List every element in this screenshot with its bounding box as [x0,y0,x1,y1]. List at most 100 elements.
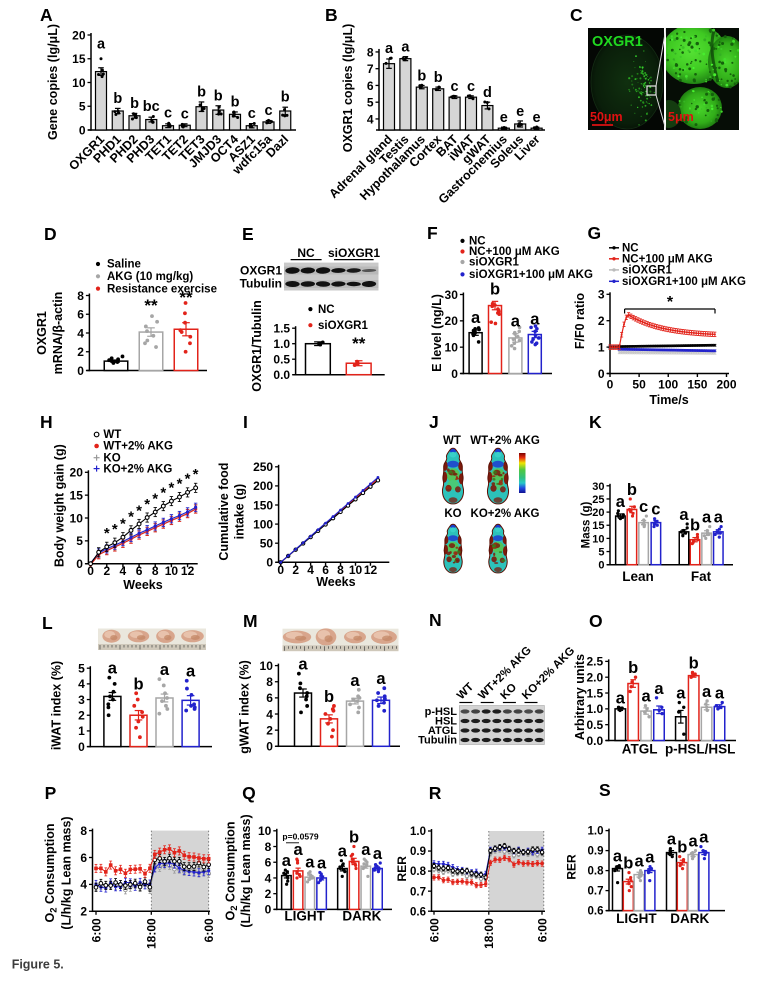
svg-text:a: a [702,509,712,527]
svg-text:*: * [120,516,126,533]
svg-text:b: b [130,96,139,112]
svg-text:Resistance exercise: Resistance exercise [107,283,217,295]
svg-text:b: b [417,68,426,84]
svg-text:15: 15 [70,489,84,503]
svg-text:HSL: HSL [435,716,457,728]
svg-text:a: a [616,493,626,511]
svg-text:18:00: 18:00 [482,918,496,949]
svg-text:3: 3 [78,693,85,707]
svg-text:6: 6 [265,856,272,870]
svg-text:0: 0 [79,123,86,137]
svg-text:B: B [325,5,338,25]
svg-text:1: 1 [598,340,605,354]
svg-text:0: 0 [77,364,84,378]
svg-text:a: a [376,670,386,688]
svg-text:RER: RER [395,856,409,882]
svg-text:100: 100 [658,378,678,392]
svg-text:RER: RER [565,854,579,880]
svg-text:a: a [676,685,686,703]
svg-text:*: * [160,484,166,501]
svg-text:(L/h/kg Lean mass): (L/h/kg Lean mass) [60,816,74,929]
svg-text:0: 0 [607,378,614,392]
svg-text:a: a [282,852,292,870]
svg-text:2: 2 [265,887,272,901]
svg-text:0.5: 0.5 [587,718,604,732]
svg-text:a: a [361,841,371,859]
svg-text:0.7: 0.7 [410,886,426,898]
svg-text:OXGR1 copies (lg/μL): OXGR1 copies (lg/μL) [341,24,355,153]
svg-text:b: b [197,85,206,101]
svg-text:e: e [533,110,541,126]
svg-text:R: R [429,783,442,803]
svg-text:b: b [214,88,223,104]
svg-text:5μm: 5μm [668,110,694,124]
svg-text:b: b [628,659,638,677]
svg-text:2: 2 [78,709,85,723]
svg-text:12: 12 [364,563,378,577]
svg-text:c: c [164,106,172,122]
svg-text:AKG (10 mg/kg): AKG (10 mg/kg) [107,271,193,283]
svg-text:b: b [281,90,290,106]
svg-text:NC+100 μM AKG: NC+100 μM AKG [622,254,713,266]
svg-text:0.0: 0.0 [587,734,604,748]
svg-text:0.8: 0.8 [410,866,427,878]
svg-text:OXGR1: OXGR1 [592,34,643,50]
svg-text:20: 20 [445,314,459,328]
svg-text:a: a [635,853,645,871]
svg-text:a: a [654,680,664,698]
svg-text:2: 2 [266,724,273,738]
svg-text:25: 25 [592,494,604,506]
svg-text:2: 2 [103,564,110,578]
svg-text:WT: WT [443,435,461,447]
svg-text:WT+2% AKG: WT+2% AKG [470,435,540,447]
svg-text:4: 4 [307,563,314,577]
svg-text:ATGL: ATGL [428,725,457,737]
svg-text:6: 6 [266,691,273,705]
svg-text:0: 0 [598,367,605,381]
svg-text:150: 150 [687,378,707,392]
svg-text:NC+100 μM AKG: NC+100 μM AKG [469,246,560,258]
svg-text:200: 200 [716,378,736,392]
svg-text:10: 10 [445,341,459,355]
svg-text:KO: KO [444,508,461,520]
svg-text:Tubulin: Tubulin [240,277,282,291]
svg-text:10: 10 [70,511,84,525]
svg-text:c: c [467,79,475,95]
svg-text:a: a [667,831,677,849]
svg-text:5: 5 [78,662,85,676]
svg-text:L: L [42,613,53,633]
svg-text:a: a [702,683,712,701]
svg-text:15: 15 [72,52,86,66]
svg-text:A: A [40,5,53,25]
svg-text:18:00: 18:00 [145,918,159,949]
svg-text:0: 0 [451,367,458,381]
svg-text:a: a [305,854,315,872]
svg-text:2: 2 [292,563,299,577]
svg-text:mRNA/β-actin: mRNA/β-actin [51,292,65,375]
svg-text:p=0.0579: p=0.0579 [282,831,318,841]
svg-text:WT: WT [103,429,121,441]
svg-text:P: P [45,783,57,803]
svg-text:a: a [471,309,481,327]
svg-text:6:00: 6:00 [427,918,441,942]
svg-text:a: a [373,845,383,863]
svg-text:3: 3 [598,288,605,302]
svg-text:e: e [516,104,524,120]
svg-text:O2 Consumption: O2 Consumption [43,823,60,922]
svg-text:50: 50 [260,537,274,551]
svg-text:I: I [243,412,248,432]
svg-text:NC: NC [318,304,335,316]
svg-text:2: 2 [598,314,605,328]
svg-text:4: 4 [77,326,84,340]
svg-text:Lean: Lean [622,569,654,584]
svg-text:Fat: Fat [691,569,712,584]
svg-text:10: 10 [72,76,86,90]
svg-text:10: 10 [260,659,274,673]
svg-text:a: a [298,656,308,674]
svg-text:20: 20 [70,466,84,480]
svg-text:4: 4 [78,677,85,691]
svg-text:*: * [136,502,142,519]
svg-text:H: H [40,412,53,432]
svg-text:15: 15 [592,520,604,532]
svg-text:*: * [168,479,174,496]
